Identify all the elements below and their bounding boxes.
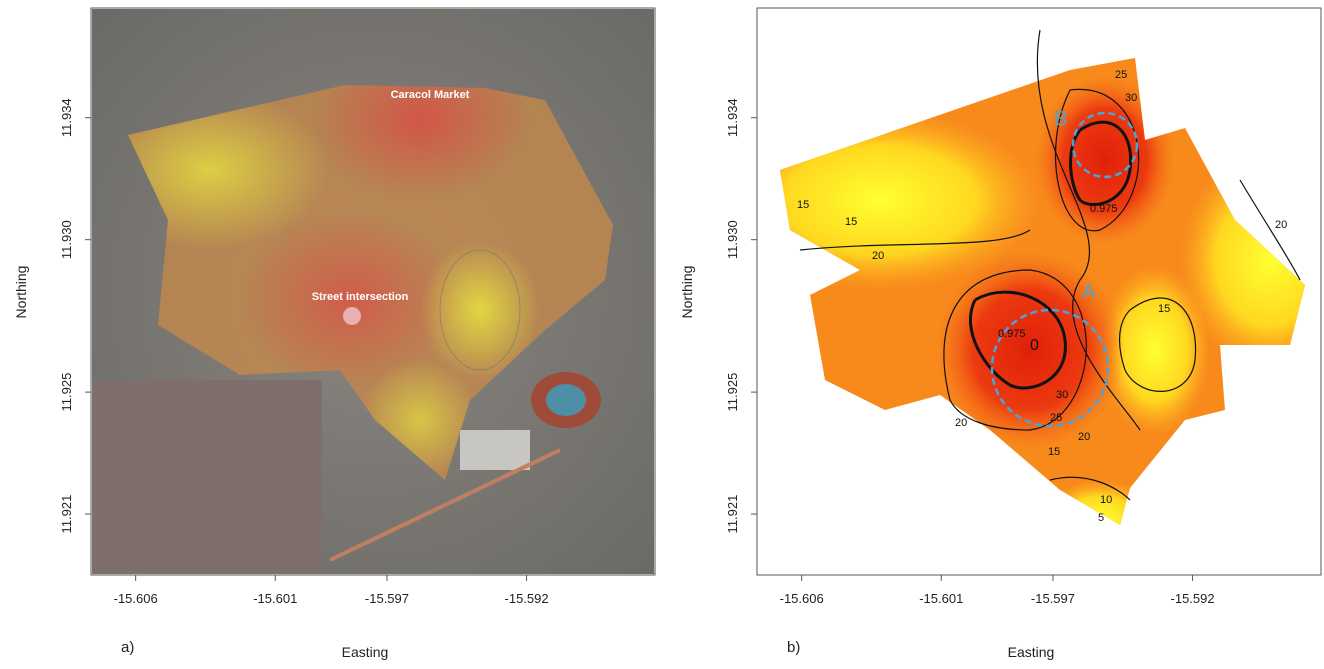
contour-label: 30: [1125, 92, 1137, 104]
contour-label: 20: [872, 250, 884, 262]
contour-label: 0: [1030, 337, 1039, 354]
y-axis-label: Northing: [679, 266, 695, 319]
y-tick-label: 11.921: [725, 495, 740, 534]
y-tick-label: 11.930: [725, 220, 740, 259]
x-tick-label: -15.597: [365, 591, 409, 606]
contour-label: 5: [1098, 512, 1104, 524]
contour-label: 15: [845, 216, 857, 228]
x-tick-label: -15.606: [780, 591, 824, 606]
site-label: A: [1082, 281, 1096, 303]
contour-label: 20: [1275, 219, 1287, 231]
page: Caracol Market Street intersection 25 30…: [0, 0, 1324, 669]
panel-label: b): [787, 639, 800, 656]
contour-label: 20: [1078, 431, 1090, 443]
x-tick-label: -15.592: [1171, 591, 1215, 606]
y-tick-label: 11.921: [59, 495, 74, 534]
x-tick-label: -15.601: [253, 591, 297, 606]
contour-label: 20: [955, 417, 967, 429]
contour-label: 25: [1115, 69, 1127, 81]
x-tick-label: -15.606: [114, 591, 158, 606]
panel-label: a): [121, 639, 134, 656]
y-tick-label: 11.934: [725, 98, 740, 137]
annotation: Street intersection: [312, 291, 409, 303]
contour-label: 25: [1050, 412, 1062, 424]
contour-label: 15: [1048, 446, 1060, 458]
site-label: B: [1054, 108, 1067, 130]
contour-label: 30: [1056, 389, 1068, 401]
x-tick-label: -15.592: [505, 591, 549, 606]
contour-label: 15: [1158, 303, 1170, 315]
annotation: Caracol Market: [391, 89, 470, 101]
y-tick-label: 11.925: [59, 373, 74, 412]
x-tick-label: -15.597: [1031, 591, 1075, 606]
y-tick-label: 11.930: [59, 220, 74, 259]
contour-label: 0.975: [1090, 203, 1118, 215]
y-tick-label: 11.925: [725, 373, 740, 412]
y-tick-label: 11.934: [59, 98, 74, 137]
x-tick-label: -15.601: [919, 591, 963, 606]
y-axis-label: Northing: [13, 266, 29, 319]
contour-label: 15: [797, 199, 809, 211]
interpolation-map: [720, 30, 1324, 560]
contour-label: 0.975: [998, 328, 1026, 340]
figure: Caracol Market Street intersection 25 30…: [0, 0, 1324, 664]
contour-label: 10: [1100, 494, 1112, 506]
x-axis-label: Easting: [1008, 644, 1055, 660]
x-axis-label: Easting: [342, 644, 389, 660]
